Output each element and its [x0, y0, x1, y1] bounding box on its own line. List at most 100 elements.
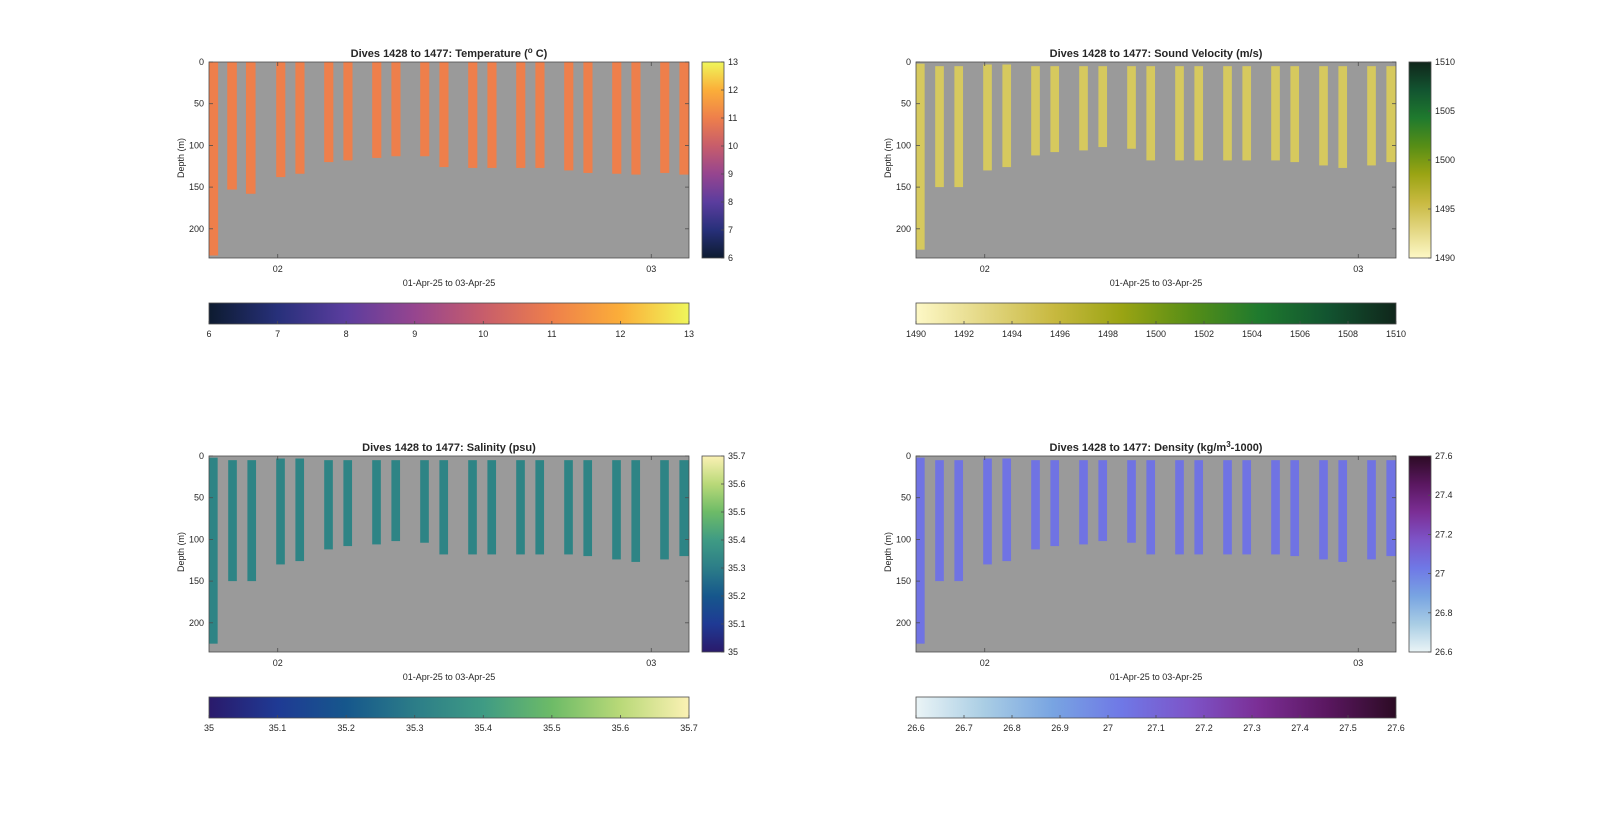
plot-background [916, 456, 1396, 652]
dive-cast [1002, 458, 1012, 562]
colorbar-tick-label: 35.2 [728, 591, 746, 601]
hbar-tick-label: 1496 [1050, 329, 1070, 339]
dive-cast [1031, 460, 1040, 550]
y-tick-label: 150 [189, 182, 204, 192]
colorbar-tick-label: 27.6 [1435, 451, 1453, 461]
dive-cast [1290, 66, 1300, 163]
dive-cast [1223, 66, 1232, 161]
dive-cast [1194, 66, 1204, 161]
dive-cast [468, 62, 478, 168]
chart-title: Dives 1428 to 1477: Sound Velocity (m/s) [1050, 48, 1263, 60]
y-tick-label: 200 [189, 224, 204, 234]
x-tick-label: 02 [980, 264, 990, 274]
y-tick-label: 50 [194, 493, 204, 503]
y-tick-label: 100 [189, 534, 204, 544]
dive-cast [1290, 460, 1300, 557]
hbar-tick-label: 35.6 [612, 723, 630, 733]
dive-cast [439, 62, 449, 168]
dive-cast [391, 460, 401, 542]
dive-cast [1050, 66, 1060, 153]
y-tick-label: 100 [896, 140, 911, 150]
axes-frame [208, 455, 690, 653]
dive-cast [1242, 66, 1252, 161]
colorbar-tick-label: 35.5 [728, 507, 746, 517]
colorbar-tick-label: 1500 [1435, 155, 1455, 165]
colorbar-tick-label: 6 [728, 253, 733, 263]
hbar-tick-label: 1504 [1242, 329, 1262, 339]
x-tick-label: 02 [273, 264, 283, 274]
colorbar-tick-label: 27.4 [1435, 490, 1453, 500]
dive-cast [631, 460, 641, 562]
hbar-tick-label: 7 [275, 329, 280, 339]
chart-title: Dives 1428 to 1477: Salinity (psu) [362, 442, 536, 454]
dive-cast [439, 460, 449, 555]
dive-cast [1271, 66, 1280, 161]
dive-cast [935, 66, 944, 188]
hbar-tick-label: 1502 [1194, 329, 1214, 339]
axes-frame [208, 61, 690, 259]
x-tick-label: 02 [273, 658, 283, 668]
dive-cast [1175, 66, 1184, 161]
dive-cast [583, 62, 593, 173]
hbar-tick-label: 12 [615, 329, 625, 339]
dive-cast [487, 62, 497, 168]
hbar-tick-label: 26.9 [1051, 723, 1069, 733]
dive-cast [372, 460, 381, 545]
y-tick-label: 50 [194, 99, 204, 109]
hbar-tick-label: 27 [1103, 723, 1113, 733]
dive-cast [276, 458, 285, 565]
x-tick-label: 02 [980, 658, 990, 668]
dive-cast [1242, 460, 1252, 555]
dive-cast [983, 64, 992, 171]
colorbar-tick-label: 1510 [1435, 57, 1455, 67]
dive-cast [245, 62, 256, 194]
hbar-tick-label: 1500 [1146, 329, 1166, 339]
dive-cast [1223, 460, 1232, 555]
dive-cast [935, 460, 944, 582]
chart-panel-sound-velocity: Dives 1428 to 1477: Sound Velocity (m/s)… [883, 48, 1455, 339]
hbar-tick-label: 35.2 [337, 723, 355, 733]
plot-background [209, 456, 689, 652]
hbar-tick-label: 26.6 [907, 723, 925, 733]
hbar-tick-label: 27.5 [1339, 723, 1357, 733]
y-tick-label: 150 [189, 576, 204, 586]
dive-cast [295, 458, 305, 562]
x-axis-label: 01-Apr-25 to 03-Apr-25 [1110, 278, 1203, 288]
dive-cast [1338, 460, 1348, 562]
y-tick-label: 150 [896, 182, 911, 192]
hbar-tick-label: 27.6 [1387, 723, 1405, 733]
dive-cast [487, 460, 497, 555]
dive-cast [1386, 460, 1396, 557]
hbar-tick-label: 27.3 [1243, 723, 1261, 733]
dive-cast [324, 62, 334, 163]
dive-cast [983, 458, 992, 565]
dive-cast [1319, 460, 1328, 560]
y-tick-label: 100 [896, 534, 911, 544]
colorbar-vertical [1408, 61, 1432, 259]
hbar-tick-label: 35.4 [475, 723, 493, 733]
hbar-tick-label: 1498 [1098, 329, 1118, 339]
x-tick-label: 03 [646, 264, 656, 274]
colorbar-tick-label: 35.4 [728, 535, 746, 545]
hbar-tick-label: 11 [547, 329, 556, 339]
dive-cast [343, 460, 353, 547]
hbar-tick-label: 1492 [954, 329, 974, 339]
dive-cast [660, 62, 670, 173]
plot-background [916, 62, 1396, 258]
axes-frame [915, 455, 1397, 653]
hbar-tick-label: 27.4 [1291, 723, 1309, 733]
colorbar-tick-label: 35.6 [728, 479, 746, 489]
y-tick-label: 0 [199, 57, 204, 67]
hbar-tick-label: 1506 [1290, 329, 1310, 339]
dive-cast [1079, 66, 1088, 151]
hbar-tick-label: 13 [684, 329, 694, 339]
dive-cast [324, 460, 333, 550]
hbar-tick-label: 35.5 [543, 723, 561, 733]
dive-cast [516, 460, 525, 555]
hbar-tick-label: 35 [204, 723, 214, 733]
y-tick-label: 50 [901, 493, 911, 503]
dive-cast [247, 460, 257, 582]
dive-cast [276, 62, 286, 178]
colorbar-tick-label: 35.3 [728, 563, 746, 573]
dive-cast [343, 62, 353, 161]
